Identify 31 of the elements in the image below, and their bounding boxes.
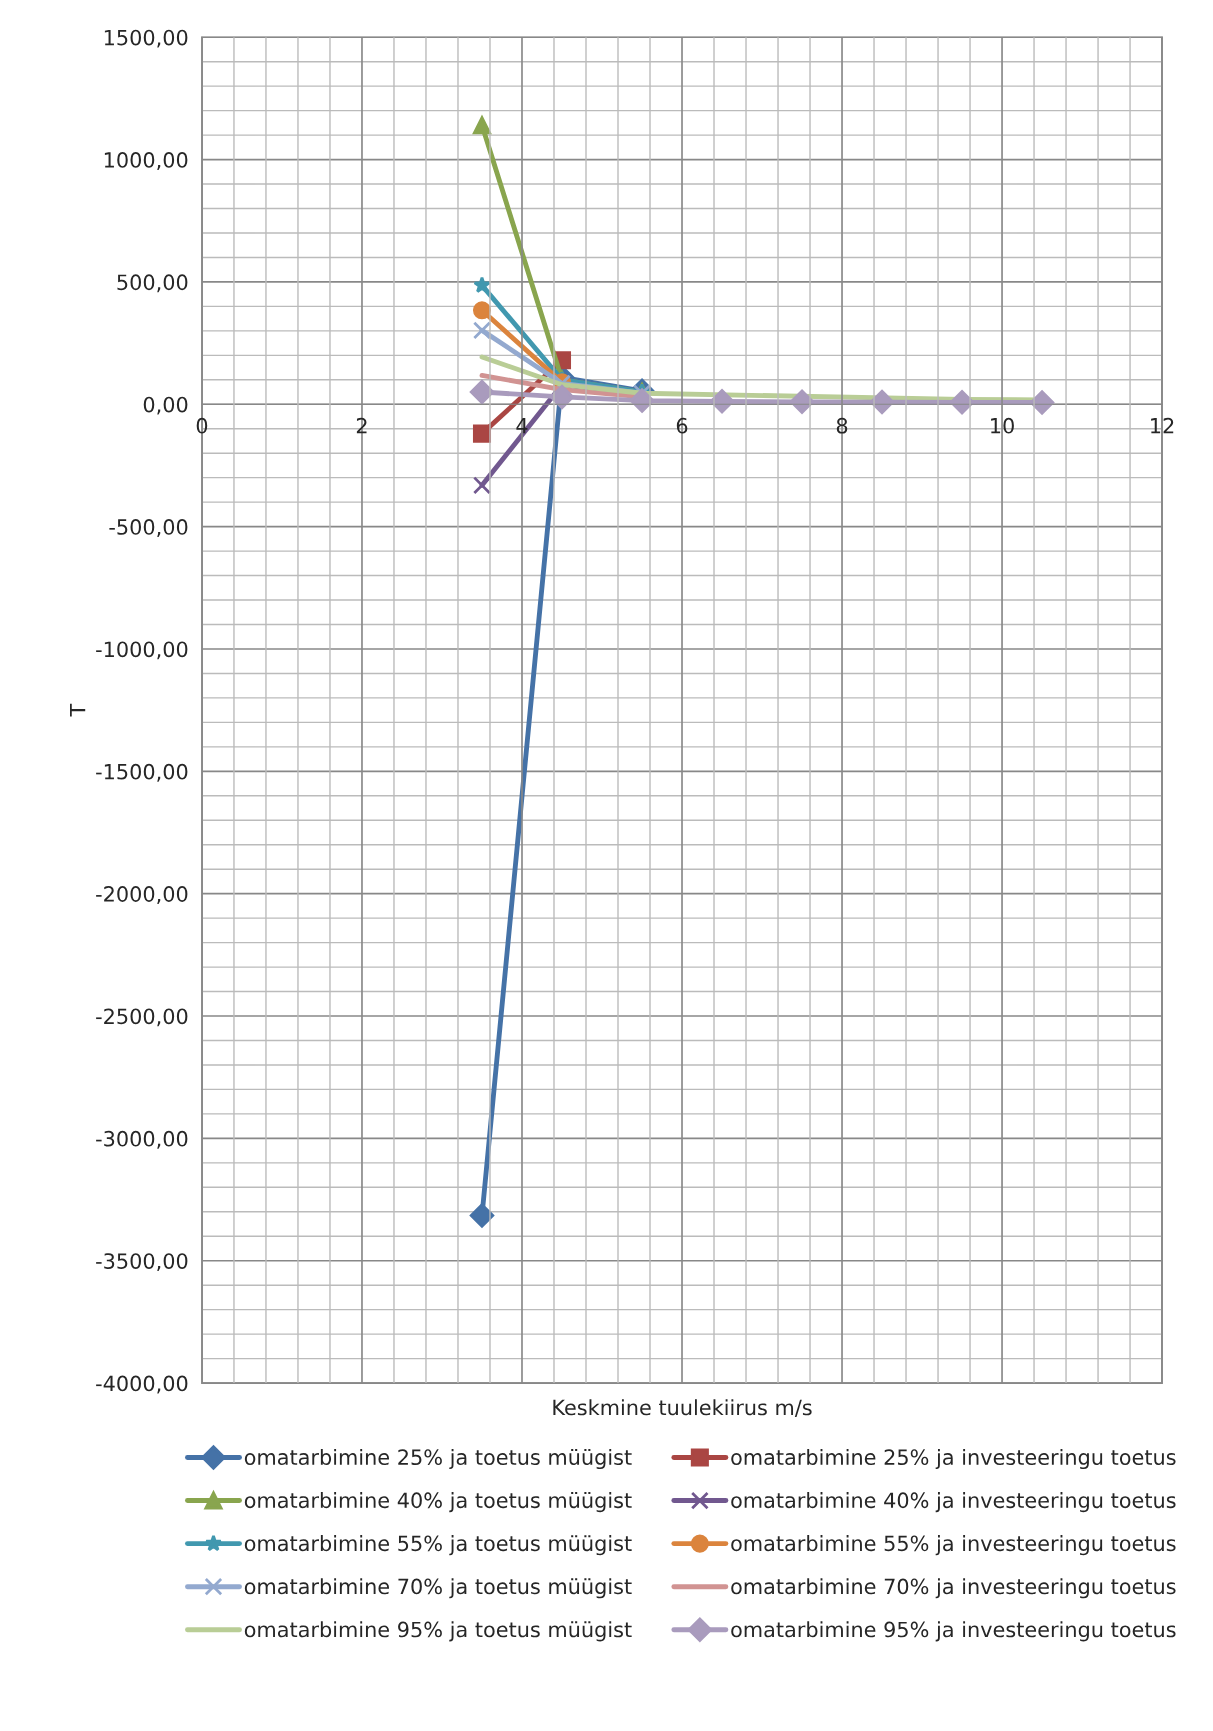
y-tick-label: 500,00	[117, 274, 188, 293]
x-tick-label: 12	[1151, 417, 1174, 434]
legend-label: omatarbimine 40% ja investeeringu toetus	[731, 1492, 1176, 1513]
x-tick-label: 0	[196, 417, 208, 434]
y-tick-label: -1500,00	[96, 763, 188, 782]
legend-label: omatarbimine 95% ja investeeringu toetus	[731, 1621, 1176, 1642]
legend-label: omatarbimine 55% ja investeeringu toetus	[731, 1535, 1176, 1556]
legend-label: omatarbimine 25% ja toetus müügist	[244, 1448, 632, 1470]
x-tick-label: 8	[836, 417, 848, 434]
y-tick-label: 1500,00	[104, 29, 188, 48]
legend-label: omatarbimine 25% ja investeeringu toetus	[731, 1448, 1176, 1470]
x-tick-label: 10	[991, 417, 1014, 434]
legend-label: omatarbimine 70% ja toetus müügist	[244, 1578, 632, 1599]
y-tick-label: -3000,00	[96, 1130, 188, 1149]
legend-label: omatarbimine 70% ja investeeringu toetus	[731, 1578, 1176, 1599]
legend-label: omatarbimine 40% ja toetus müügist	[244, 1492, 632, 1513]
x-tick-label: 6	[676, 417, 688, 434]
y-axis-title: T	[70, 703, 86, 717]
y-tick-label: -2000,00	[96, 886, 188, 905]
legend-label: omatarbimine 55% ja toetus müügist	[244, 1535, 632, 1556]
y-tick-label: 1000,00	[104, 152, 188, 170]
y-tick-label: -3500,00	[96, 1253, 188, 1272]
x-tick-label: 2	[356, 417, 367, 434]
x-axis-title: Keskmine tuulekiirus m/s	[553, 1399, 812, 1417]
y-tick-label: -2500,00	[96, 1008, 188, 1027]
x-tick-label: 4	[516, 418, 528, 434]
y-tick-label: -1000,00	[96, 641, 188, 660]
y-tick-label: 0,00	[143, 396, 188, 415]
legend-label: omatarbimine 95% ja toetus müügist	[244, 1621, 632, 1642]
y-tick-label: -500,00	[109, 519, 188, 537]
y-tick-label: -4000,00	[96, 1375, 188, 1394]
